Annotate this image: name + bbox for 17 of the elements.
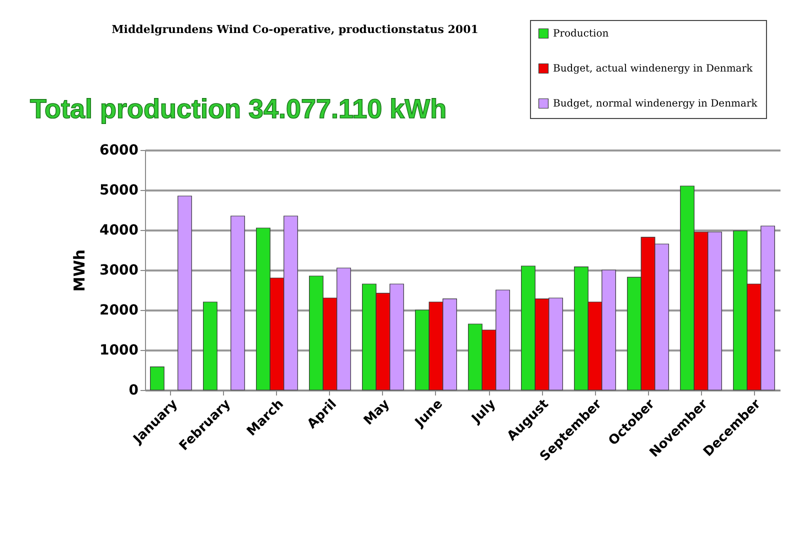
y-axis-title: MWh bbox=[70, 249, 89, 292]
bar bbox=[203, 302, 218, 390]
bar bbox=[178, 196, 192, 390]
y-tick-label: 4000 bbox=[100, 222, 139, 238]
bar bbox=[230, 216, 245, 390]
y-tick-label: 0 bbox=[128, 382, 139, 398]
legend-label: Budget, actual windenergy in Denmark bbox=[553, 64, 754, 74]
chart-title: Middelgrundens Wind Co-operative, productionstatus 2001 bbox=[112, 23, 478, 36]
text: Total production 34.077.110 kWh bbox=[30, 94, 447, 124]
legend-label: Budget, normal windenergy in Denmark bbox=[553, 98, 758, 110]
bar bbox=[150, 366, 164, 390]
legend-label: Production bbox=[553, 28, 610, 40]
y-tick-label: 2000 bbox=[100, 302, 139, 318]
y-tick-label: 6000 bbox=[100, 142, 139, 158]
y-tick-label: 5000 bbox=[100, 182, 139, 198]
y-tick-label: 1000 bbox=[100, 342, 139, 358]
y-tick-label: 3000 bbox=[100, 262, 139, 278]
